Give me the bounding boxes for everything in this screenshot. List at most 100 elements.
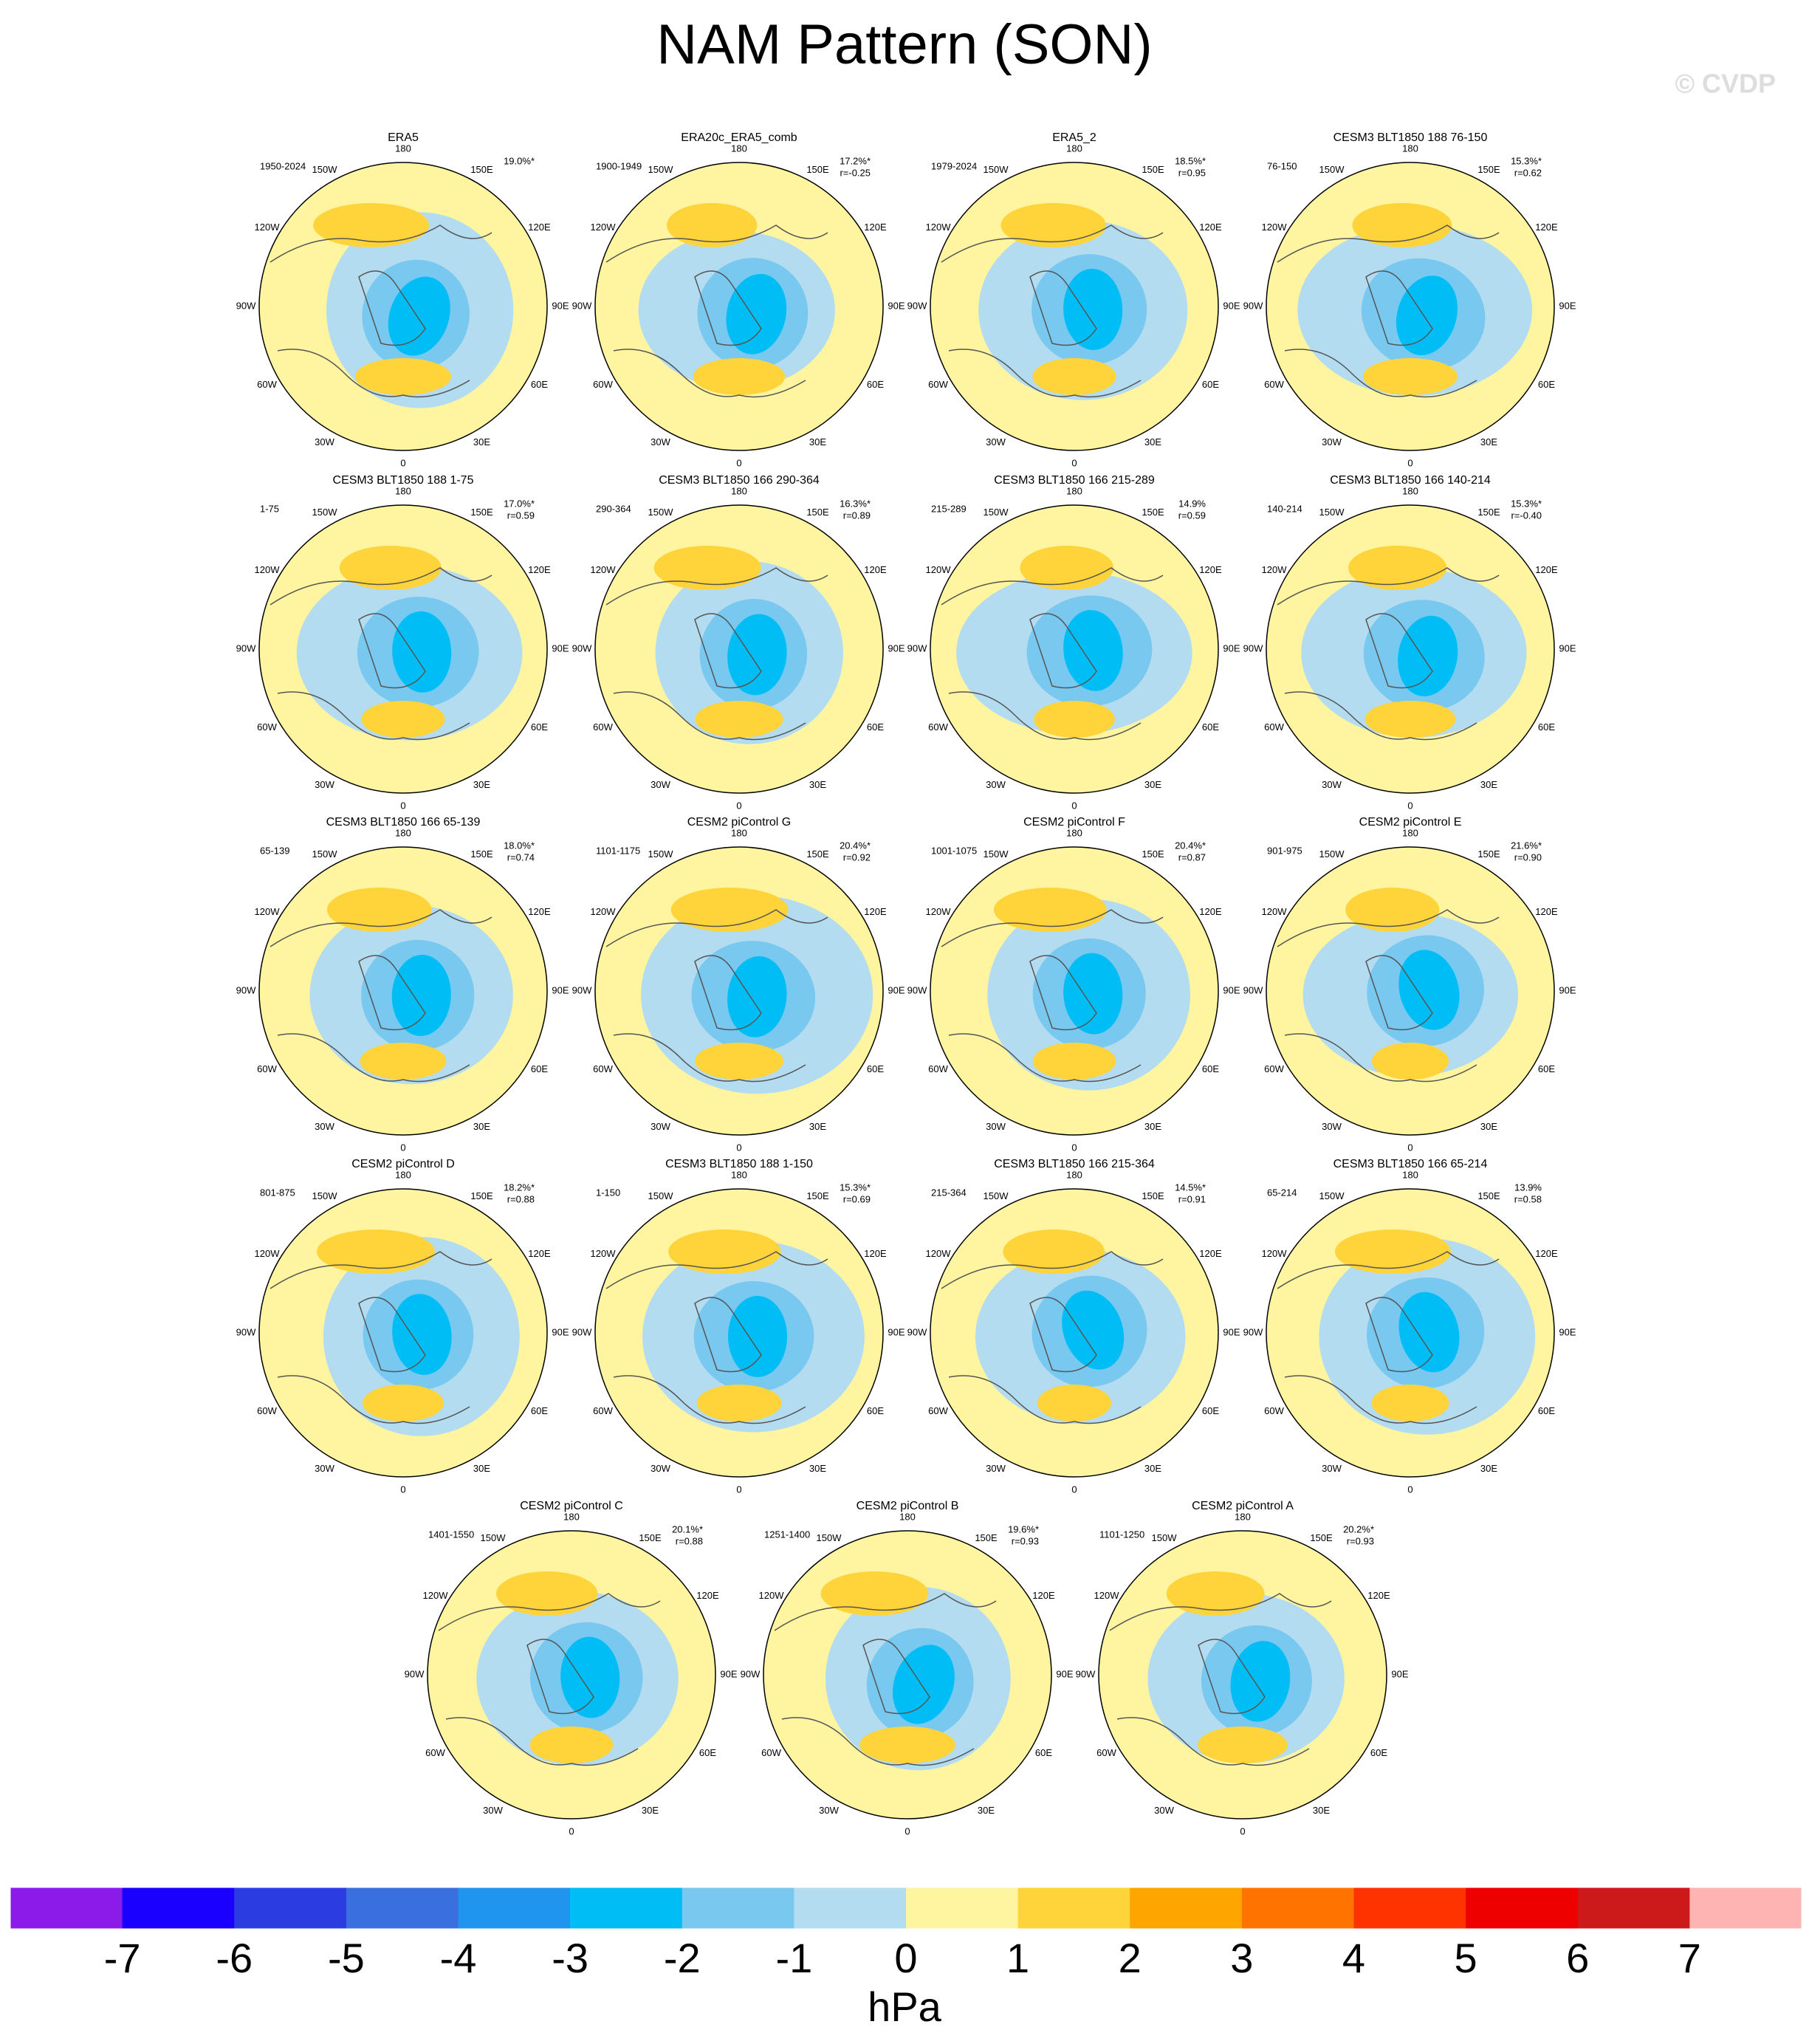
longitude-label: 90W (1243, 984, 1263, 995)
panel-correlation: r=0.90 (1514, 851, 1542, 862)
longitude-label: 150W (1319, 1190, 1345, 1201)
positive-region (1371, 1043, 1449, 1080)
negative-region (560, 1636, 620, 1718)
map-field (595, 162, 883, 450)
panel-period: 65-139 (260, 845, 289, 856)
positive-region (670, 888, 789, 932)
panel-variance: 14.9% (1178, 498, 1206, 509)
negative-region (1062, 1290, 1125, 1370)
map-panel: CESM3 BLT1850 166 65-139 65-139 18.0%*r=0.… (236, 816, 569, 1153)
longitude-label: 90W (236, 642, 256, 654)
longitude-label: 0 (1407, 800, 1412, 811)
negative-region (391, 954, 451, 1036)
colorbar-swatch (458, 1887, 571, 1929)
colorbar-tick-label: 1 (1006, 1935, 1029, 1981)
panel-correlation: r=0.92 (843, 851, 871, 862)
positive-region (317, 1230, 435, 1274)
positive-region (313, 203, 430, 247)
longitude-label: 90W (1243, 642, 1263, 654)
panel-period: 901-975 (1267, 845, 1302, 856)
longitude-label: 150W (312, 848, 338, 860)
longitude-label: 150E (806, 164, 829, 175)
coastline (1277, 909, 1500, 1083)
longitude-label: 180 (1402, 827, 1418, 838)
map-panel: CESM2 piControl G 1101-1175 20.4%*r=0.92 18… (572, 816, 905, 1153)
panel-correlation: r=0.74 (507, 851, 535, 862)
positive-region (326, 888, 432, 932)
colorbar-swatch (906, 1887, 1019, 1929)
longitude-label: 0 (569, 1825, 574, 1836)
coastline (438, 1593, 661, 1766)
panel-title: CESM2 piControl A (1192, 1500, 1294, 1512)
positive-region (668, 1230, 781, 1274)
map-panel: CESM3 BLT1850 188 76-150 76-150 15.3%*r=0.… (1243, 131, 1576, 468)
map-border (1266, 846, 1555, 1136)
positive-region (1166, 1571, 1265, 1616)
panel-period: 801-875 (260, 1187, 295, 1198)
map-border (258, 1188, 548, 1478)
longitude-label: 0 (736, 800, 741, 811)
map-border (427, 1530, 716, 1820)
longitude-label: 90E (1391, 1668, 1408, 1679)
panel-correlation: r=0.89 (843, 510, 871, 521)
longitude-label: 120W (926, 564, 952, 575)
positive-region (1000, 203, 1106, 247)
panel-period: 1401-1550 (428, 1529, 474, 1540)
longitude-label: 120W (255, 564, 281, 575)
longitude-label: 0 (400, 800, 405, 811)
coastline (774, 1593, 997, 1766)
longitude-label: 150W (648, 848, 674, 860)
map-field (930, 1189, 1218, 1477)
positive-region (1037, 1385, 1112, 1421)
colorbar-tick-label: -5 (328, 1935, 365, 1981)
longitude-label: 0 (400, 1142, 405, 1153)
colorbar-tick-label: 3 (1230, 1935, 1253, 1981)
longitude-label: 150E (1477, 507, 1500, 518)
panel-correlation: r=0.91 (1178, 1193, 1206, 1204)
map-border (763, 1530, 1052, 1820)
longitude-label: 90E (1559, 642, 1576, 654)
map-field (1266, 162, 1554, 450)
longitude-label: 150E (470, 507, 493, 518)
positive-region (820, 1571, 929, 1616)
colorbar-tick-label: -3 (552, 1935, 588, 1981)
panel-title: CESM2 piControl E (1359, 816, 1462, 829)
longitude-label: 60E (531, 721, 548, 733)
longitude-label: 120W (1262, 564, 1288, 575)
colorbar-tick-label: 2 (1119, 1935, 1142, 1981)
longitude-label: 150E (1142, 164, 1164, 175)
longitude-label: 60W (257, 379, 277, 390)
panel-period: 1101-1250 (1099, 1529, 1144, 1540)
panel-variance: 15.3%* (1511, 498, 1542, 509)
map-border (594, 504, 884, 794)
longitude-label: 90E (552, 300, 569, 311)
positive-region (1020, 546, 1114, 590)
longitude-label: 90E (720, 1668, 737, 1679)
longitude-label: 150W (984, 1190, 1009, 1201)
longitude-label: 180 (731, 1169, 747, 1180)
longitude-label: 30W (1322, 1463, 1342, 1474)
panel-period: 215-289 (931, 503, 967, 514)
positive-region (1348, 546, 1447, 590)
panel-title: ERA5_2 (1052, 131, 1096, 144)
panel-variance: 16.3%* (840, 498, 871, 509)
longitude-label: 30E (473, 436, 490, 447)
longitude-label: 180 (1402, 1169, 1418, 1180)
longitude-label: 30E (642, 1805, 659, 1816)
colorbar-swatch (122, 1887, 235, 1929)
longitude-label: 0 (1240, 1825, 1245, 1836)
longitude-label: 60W (257, 721, 277, 733)
longitude-label: 90E (888, 642, 904, 654)
longitude-label: 60E (1202, 379, 1219, 390)
longitude-label: 30W (315, 779, 334, 790)
panel-title: CESM2 piControl C (520, 1500, 623, 1512)
panel-variance: 17.2%* (840, 155, 871, 166)
panel-variance: 19.6%* (1008, 1523, 1039, 1534)
colorbar-swatch (1577, 1887, 1690, 1929)
longitude-label: 90W (236, 300, 256, 311)
panel-period: 290-364 (596, 503, 631, 514)
positive-region (1345, 888, 1440, 932)
panel-correlation: r=-0.40 (1511, 510, 1542, 521)
panel-title: CESM2 piControl B (857, 1500, 959, 1512)
